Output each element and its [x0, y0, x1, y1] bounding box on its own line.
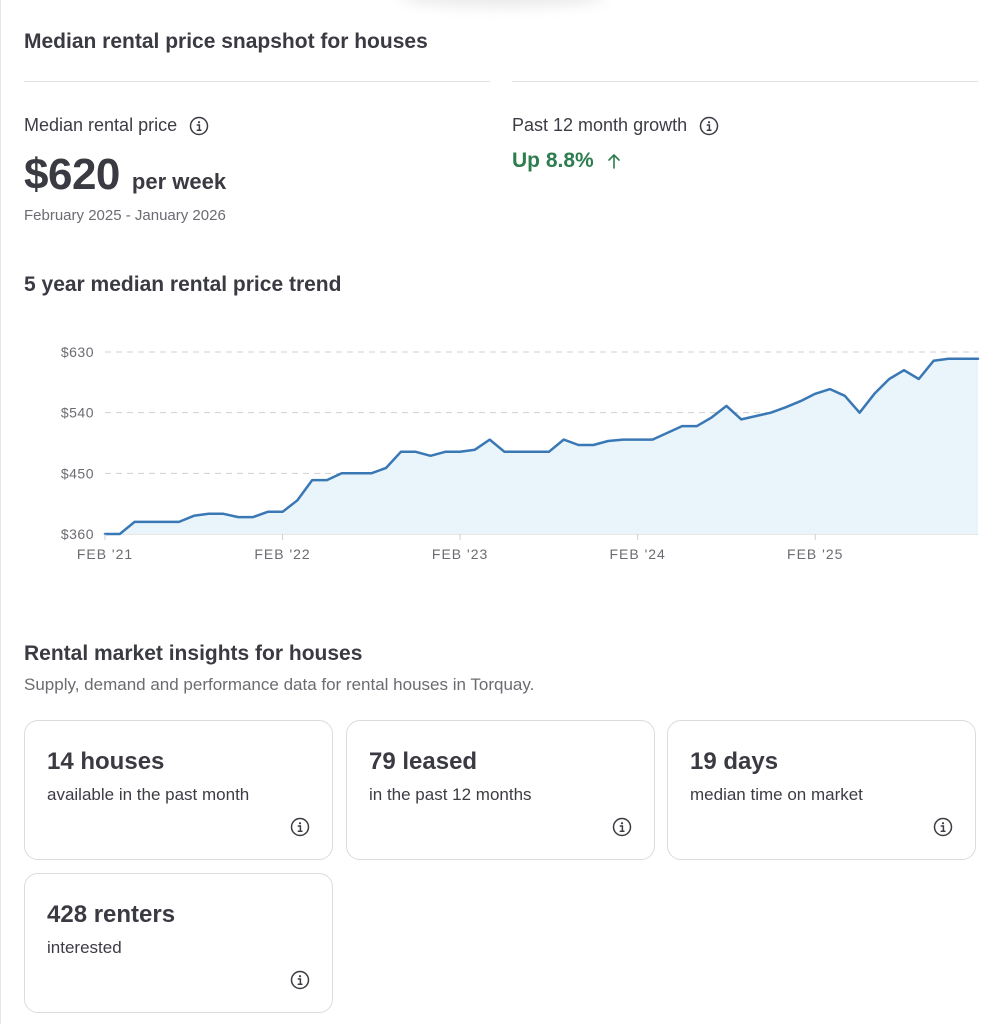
y-tick-label: $360: [61, 526, 94, 542]
insight-card: 428 renters interested: [24, 873, 333, 1013]
x-tick-label: FEB '21: [77, 546, 133, 562]
y-tick-label: $450: [61, 465, 94, 481]
info-icon[interactable]: [699, 116, 719, 136]
median-price-unit: per week: [131, 169, 227, 194]
x-tick-label: FEB '22: [254, 546, 310, 562]
info-icon[interactable]: [290, 817, 310, 837]
info-icon[interactable]: [933, 817, 953, 837]
insight-card-title: 14 houses: [47, 748, 165, 775]
trend-title: 5 year median rental price trend: [24, 273, 342, 296]
median-price-period: February 2025 - January 2026: [24, 207, 226, 224]
info-icon[interactable]: [612, 817, 632, 837]
median-price-value: $620: [24, 150, 120, 199]
insight-card-title: 19 days: [690, 748, 779, 775]
insight-card-description: median time on market: [690, 785, 863, 804]
insight-card: 14 houses available in the past month: [24, 720, 333, 860]
median-price: $620 per week: [24, 150, 226, 200]
insight-card-title: 79 leased: [369, 748, 478, 775]
x-tick-label: FEB '25: [787, 546, 843, 562]
info-icon[interactable]: [189, 116, 209, 136]
x-tick-label: FEB '23: [432, 546, 488, 562]
insights-title: Rental market insights for houses: [24, 642, 363, 665]
y-tick-label: $540: [61, 405, 94, 421]
insight-card-title: 428 renters: [47, 901, 176, 928]
insight-card-description: in the past 12 months: [369, 785, 532, 804]
median-price-label: Median rental price: [24, 115, 178, 135]
growth-label-row: Past 12 month growth: [512, 115, 719, 136]
growth-label: Past 12 month growth: [512, 115, 688, 135]
rental-price-trend-chart: $360 $450 $540 $630 FEB '21 FEB '22 FEB '23 FEB…: [61, 344, 980, 562]
growth-value-row: Up 8.8%: [512, 149, 622, 173]
divider: [512, 81, 978, 82]
median-price-label-row: Median rental price: [24, 115, 209, 136]
snapshot-title: Median rental price snapshot for houses: [24, 30, 428, 53]
y-tick-label: $630: [61, 344, 94, 360]
insight-card-description: interested: [47, 938, 122, 957]
insights-subtitle: Supply, demand and performance data for …: [24, 675, 535, 694]
divider: [24, 81, 490, 82]
arrow-up-icon: [606, 152, 622, 170]
sheet-handle-shadow: [400, 0, 605, 8]
area-fill: [105, 358, 978, 534]
growth-value: Up 8.8%: [512, 149, 594, 172]
x-tick-label: FEB '24: [609, 546, 665, 562]
series-line: [103, 357, 980, 536]
page-edge: [0, 0, 1, 1024]
insight-card: 19 days median time on market: [667, 720, 976, 860]
insight-card: 79 leased in the past 12 months: [346, 720, 655, 860]
info-icon[interactable]: [290, 970, 310, 990]
insight-card-description: available in the past month: [47, 785, 250, 804]
